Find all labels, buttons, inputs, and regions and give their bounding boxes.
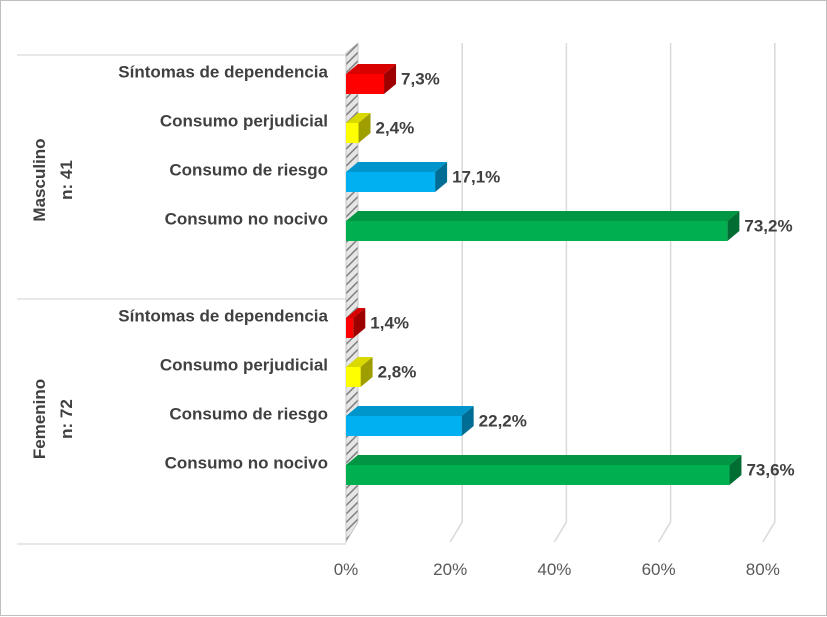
category-label: Consumo no nocivo [165,453,328,472]
gridlines [17,43,776,545]
bar-side-face [729,455,742,485]
bar-side-face [358,113,371,143]
x-tick-label: 20% [433,560,467,579]
value-label: 22,2% [479,411,527,430]
labels: 0% 20% 40% 60% 80% 7,3% Síntomas de dependenci… [30,62,795,579]
bar-side-face [461,406,474,436]
bar [346,211,740,241]
x-tick-label: 60% [642,560,676,579]
bars [346,64,742,485]
bar-top-face [346,406,474,416]
bar-top-face [346,162,448,172]
category-label: Consumo de riesgo [169,160,328,179]
bar-front-face [346,221,728,241]
bar [346,113,371,143]
bar [346,406,474,436]
bar-front-face [346,318,354,338]
bar-front-face [346,465,730,485]
value-label: 17,1% [452,167,500,186]
group-label: Masculino [30,138,49,221]
category-label: Síntomas de dependencia [118,306,328,325]
bar [346,455,742,485]
value-label: 7,3% [401,69,440,88]
value-label: 73,2% [744,216,792,235]
bar [346,64,397,94]
bar-front-face [346,74,385,94]
bar-side-face [727,211,740,241]
gridline [762,43,776,543]
value-label: 2,4% [376,118,415,137]
gridline [553,43,568,543]
bar [346,308,366,338]
gridline [657,43,672,543]
bar-top-face [346,113,371,123]
bar-top-face [346,308,366,318]
bar-side-face [360,357,373,387]
group-subtitle: n: 72 [57,399,76,439]
gridline [449,43,463,543]
category-label: Consumo de riesgo [169,404,328,423]
bar-side-face [435,162,448,192]
bar [346,162,448,192]
bar-top-face [346,455,742,465]
x-tick-label: 80% [746,560,780,579]
bar-front-face [346,367,361,387]
bar-top-face [346,211,740,221]
x-tick-label: 40% [537,560,571,579]
value-label: 1,4% [370,313,409,332]
bar-top-face [346,357,373,367]
group-subtitle: n: 41 [57,160,76,200]
category-label: Consumo perjudicial [160,111,328,130]
bar-front-face [346,416,462,436]
bar-side-face [384,64,397,94]
bar-front-face [346,172,436,192]
category-label: Consumo no nocivo [165,209,328,228]
bar-side-face [353,308,366,338]
bar [346,357,373,387]
x-tick-label: 0% [334,560,359,579]
category-label: Consumo perjudicial [160,355,328,374]
group-label: Femenino [30,379,49,459]
bar-top-face [346,64,397,74]
bar-front-face [346,123,359,143]
category-label: Síntomas de dependencia [118,62,328,81]
value-label: 73,6% [746,460,794,479]
value-label: 2,8% [378,362,417,381]
